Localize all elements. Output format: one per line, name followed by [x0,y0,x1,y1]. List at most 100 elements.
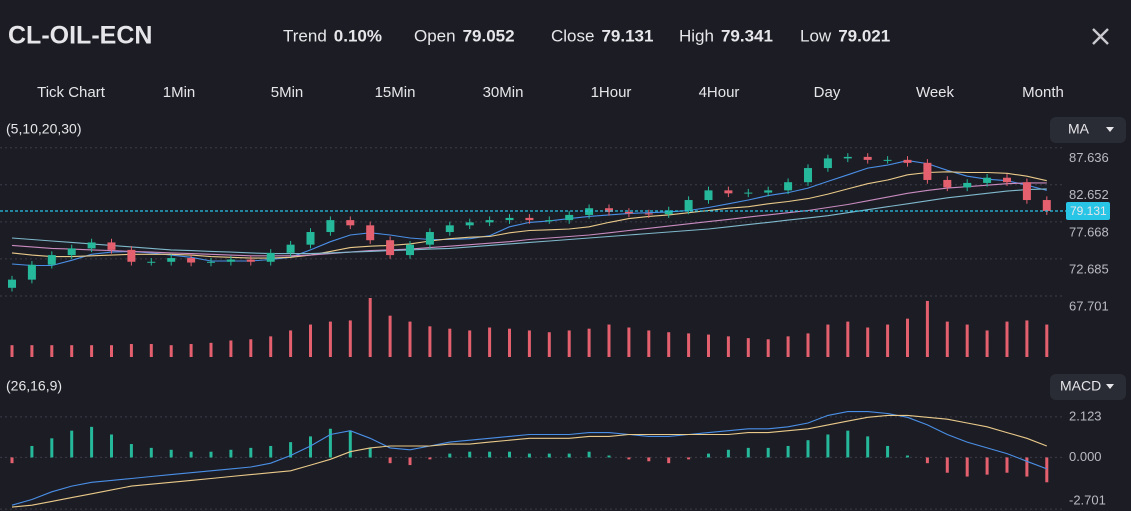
candle-body [883,159,892,161]
candle-body [207,261,215,263]
candle-body [505,217,514,221]
volume-bar [508,328,511,357]
volume-bar [428,326,432,357]
volume-bar [667,332,671,357]
macd-bar [846,430,850,458]
macd-bar [169,449,173,458]
close-button[interactable] [1092,28,1109,45]
timeframe-tab[interactable]: 5Min [271,84,304,101]
volume-bar [527,330,531,357]
y-tick-label: 82.652 [1069,187,1109,202]
dropdown-icon[interactable] [1106,384,1114,389]
close-icon[interactable] [1092,28,1109,45]
macd-bar [906,455,909,458]
macd-bar [1005,457,1009,473]
volume-bar [945,321,949,357]
candle-body [425,232,434,245]
timeframe-tab[interactable]: Tick Chart [37,84,106,101]
candle-body [127,249,136,262]
candle-body [605,208,613,212]
stat-label: Low [800,26,832,45]
volume-bar [627,327,631,357]
volume-bar [1025,320,1029,357]
macd-bar [527,453,531,458]
candle-body [1042,200,1051,211]
volume-bar [169,345,173,357]
y-tick-label: 67.701 [1069,298,1109,313]
volume-bar [189,344,193,357]
stat-value: 79.341 [721,26,773,45]
macd-bar [587,451,591,458]
candle-body [87,242,96,249]
volume-bar [886,324,890,357]
macd-bar [408,457,412,466]
macd-bar [547,453,551,458]
macd-bar [368,447,372,458]
candle-body [664,210,673,215]
macd-bar [607,455,611,458]
y-tick-label: 72.685 [1069,261,1109,276]
candle-body [963,182,972,188]
macd-bar [229,449,233,458]
candle-body [27,264,36,280]
ma-button[interactable] [1050,117,1126,143]
candle-body [585,208,594,215]
macd-bar [647,457,651,462]
macd-bar [209,451,213,458]
volume-bar [786,336,790,357]
macd-bar [70,430,74,458]
volume-bar [348,320,352,357]
timeframe-tab[interactable]: Day [814,84,841,101]
candle-body [823,158,832,169]
indicator-button-label[interactable]: MACD [1060,378,1101,394]
timeframe-tab[interactable]: 4Hour [699,84,740,101]
macd-button[interactable] [1050,374,1126,400]
macd-bar [388,457,392,464]
macd-bar [1025,457,1029,477]
candle-body [863,156,872,160]
timeframe-tab[interactable]: 15Min [375,84,416,101]
macd-bar [508,451,511,458]
candle-body [266,252,275,262]
volume-bar [229,340,233,357]
timeframe-tab[interactable]: 30Min [483,84,524,101]
candle-body [545,220,554,222]
indicator-params: (5,10,20,30) [6,121,82,137]
volume-bar [110,345,113,357]
volume-bar [607,324,611,357]
dropdown-icon[interactable] [1106,127,1114,132]
stat-value: 79.021 [838,26,890,45]
macd-bar [50,438,54,458]
candle-body [644,213,653,215]
candle-body [804,168,812,183]
volume-bar [468,330,472,357]
macd-bar [826,434,830,458]
candle-body [306,232,315,245]
candle-body [744,192,753,194]
volume-bar [707,334,710,357]
volume-bar [30,345,34,357]
macd-bar [985,457,989,475]
volume-bar [289,330,293,357]
timeframe-tab[interactable]: 1Hour [591,84,632,101]
candle-body [386,240,395,256]
timeframe-tab[interactable]: Month [1022,84,1064,101]
indicator-button-label[interactable]: MA [1068,121,1090,137]
candle-body [525,217,534,221]
macd-bar [965,457,969,477]
timeframe-tab[interactable]: Week [916,84,955,101]
candle-body [107,242,116,250]
candle-body [784,182,793,191]
macd-bar [90,426,94,458]
timeframe-tab[interactable]: 1Min [163,84,196,101]
candle-body [67,248,76,256]
candle-body [1022,182,1031,201]
volume-bar [269,336,273,357]
candle-body [903,159,912,163]
candle-body [226,259,235,262]
macd-bar [269,445,273,458]
volume-bar [587,328,591,357]
candle-body [445,225,454,233]
y-tick-label: 87.636 [1069,150,1109,165]
